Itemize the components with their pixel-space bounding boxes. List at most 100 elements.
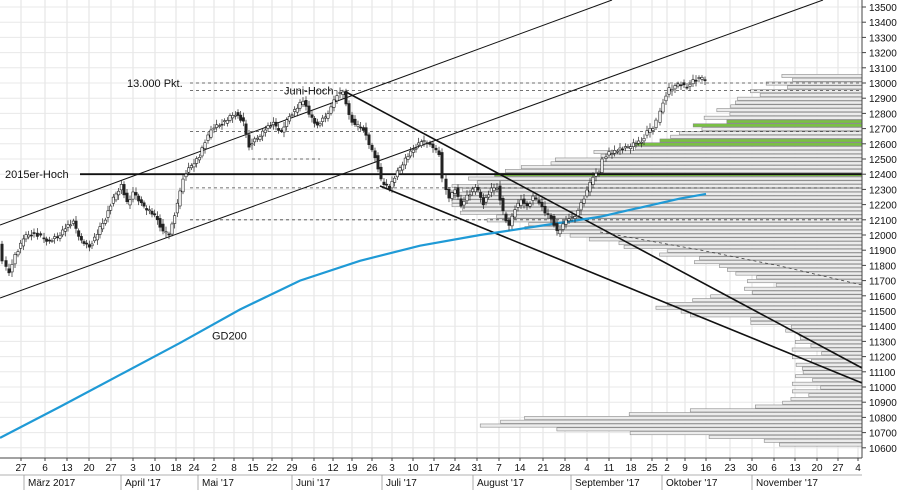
candle-body: [301, 100, 305, 106]
profile-bar: [795, 340, 863, 344]
y-tick-label: 11100: [869, 368, 896, 379]
candle-body: [425, 142, 429, 145]
y-tick-label: 10600: [869, 444, 897, 455]
x-month-label: Mai '17: [202, 478, 234, 489]
profile-bar: [703, 115, 863, 120]
candle-body: [543, 205, 547, 214]
candle-body: [393, 177, 397, 183]
x-day-label: 31: [471, 463, 483, 474]
candle-body: [471, 188, 475, 192]
x-day-label: 3: [389, 463, 395, 474]
x-day-label: 27: [105, 463, 117, 474]
candle-body: [422, 140, 426, 142]
candle-body: [661, 102, 665, 113]
candle-body: [266, 125, 270, 129]
candle-body: [277, 128, 281, 131]
candle-body: [579, 202, 583, 211]
y-tick-label: 10900: [869, 398, 897, 409]
candle-body: [459, 198, 463, 207]
x-month-label: Juli '17: [386, 478, 417, 489]
dashed-trend: [599, 231, 863, 286]
candle-body: [546, 213, 550, 215]
x-day-label: 4: [855, 463, 861, 474]
candle-body: [658, 110, 662, 123]
candle-body: [364, 127, 368, 136]
profile-bar: [798, 332, 863, 337]
candle-body: [195, 158, 199, 164]
candle-body: [45, 238, 49, 242]
candle-body: [401, 164, 405, 171]
y-tick-label: 12000: [869, 231, 897, 242]
y-tick-label: 13200: [869, 49, 897, 60]
profile-bar: [694, 260, 863, 265]
candle-body: [567, 218, 571, 222]
candle-body: [600, 158, 604, 173]
candle-body: [487, 194, 491, 198]
profile-bar: [708, 435, 863, 439]
candle-body: [585, 189, 589, 197]
candle-body: [376, 155, 380, 170]
candle-body: [370, 144, 374, 151]
candle-body: [450, 192, 454, 199]
profile-bar: [459, 210, 863, 215]
profile-bar: [670, 134, 863, 139]
candle-body: [55, 236, 59, 238]
candle-body: [489, 187, 493, 193]
x-day-label: 24: [188, 463, 200, 474]
profile-bar: [689, 408, 863, 413]
candle-body: [697, 77, 701, 79]
annotation-label: 2015er-Hoch: [5, 169, 69, 181]
profile-bar: [462, 207, 863, 211]
candle-body: [468, 194, 472, 197]
x-day-label: 4: [584, 463, 590, 474]
profile-bar: [782, 400, 863, 405]
candle-body: [597, 171, 601, 174]
candle-body: [631, 142, 635, 147]
y-tick-label: 12800: [869, 109, 897, 120]
candle-body: [192, 163, 196, 168]
candle-body: [63, 228, 67, 232]
candle-body: [576, 210, 580, 216]
candle-body: [106, 210, 110, 218]
candle-body: [473, 186, 477, 193]
x-month-label: September '17: [575, 478, 640, 489]
candle-body: [501, 198, 505, 212]
candle-body: [197, 157, 201, 161]
candle-body: [670, 89, 674, 92]
candle-body: [241, 117, 245, 122]
candle-body: [513, 209, 517, 218]
candle-body: [298, 102, 302, 109]
candle-body: [10, 264, 14, 273]
y-tick-label: 11800: [869, 261, 897, 272]
candle-body: [516, 203, 520, 208]
profile-bar: [756, 275, 863, 280]
candle-body: [189, 165, 193, 169]
candle-body: [21, 238, 25, 247]
candle-body: [263, 129, 267, 133]
candle-body: [335, 95, 339, 102]
candle-body: [629, 146, 633, 149]
candle-body: [549, 215, 553, 219]
x-day-label: 6: [311, 463, 317, 474]
profile-bar: [795, 374, 863, 379]
trend-line: [379, 185, 863, 384]
candle-body: [540, 201, 544, 208]
profile-bar: [699, 256, 863, 261]
profile-bar: [486, 218, 863, 223]
candle-body: [507, 220, 511, 226]
candle-body: [315, 121, 319, 126]
y-tick-label: 12300: [869, 185, 897, 196]
candle-body: [453, 189, 457, 194]
profile-bar: [593, 150, 863, 154]
candle-body: [42, 237, 46, 240]
profile-bar: [785, 328, 863, 333]
x-axis: 27 6 13 20 27 3 10 18 24 2 8 15 22 29 6 12 19 26 3 10 17 24 31…: [0, 457, 862, 490]
candle-body: [332, 99, 336, 108]
candle-body: [594, 172, 598, 177]
candle-body: [607, 151, 611, 156]
y-tick-label: 12600: [869, 140, 897, 151]
y-tick-label: 11500: [869, 307, 897, 318]
candle-body: [79, 236, 83, 241]
profile-bar: [808, 393, 863, 398]
candle-body: [253, 138, 257, 143]
